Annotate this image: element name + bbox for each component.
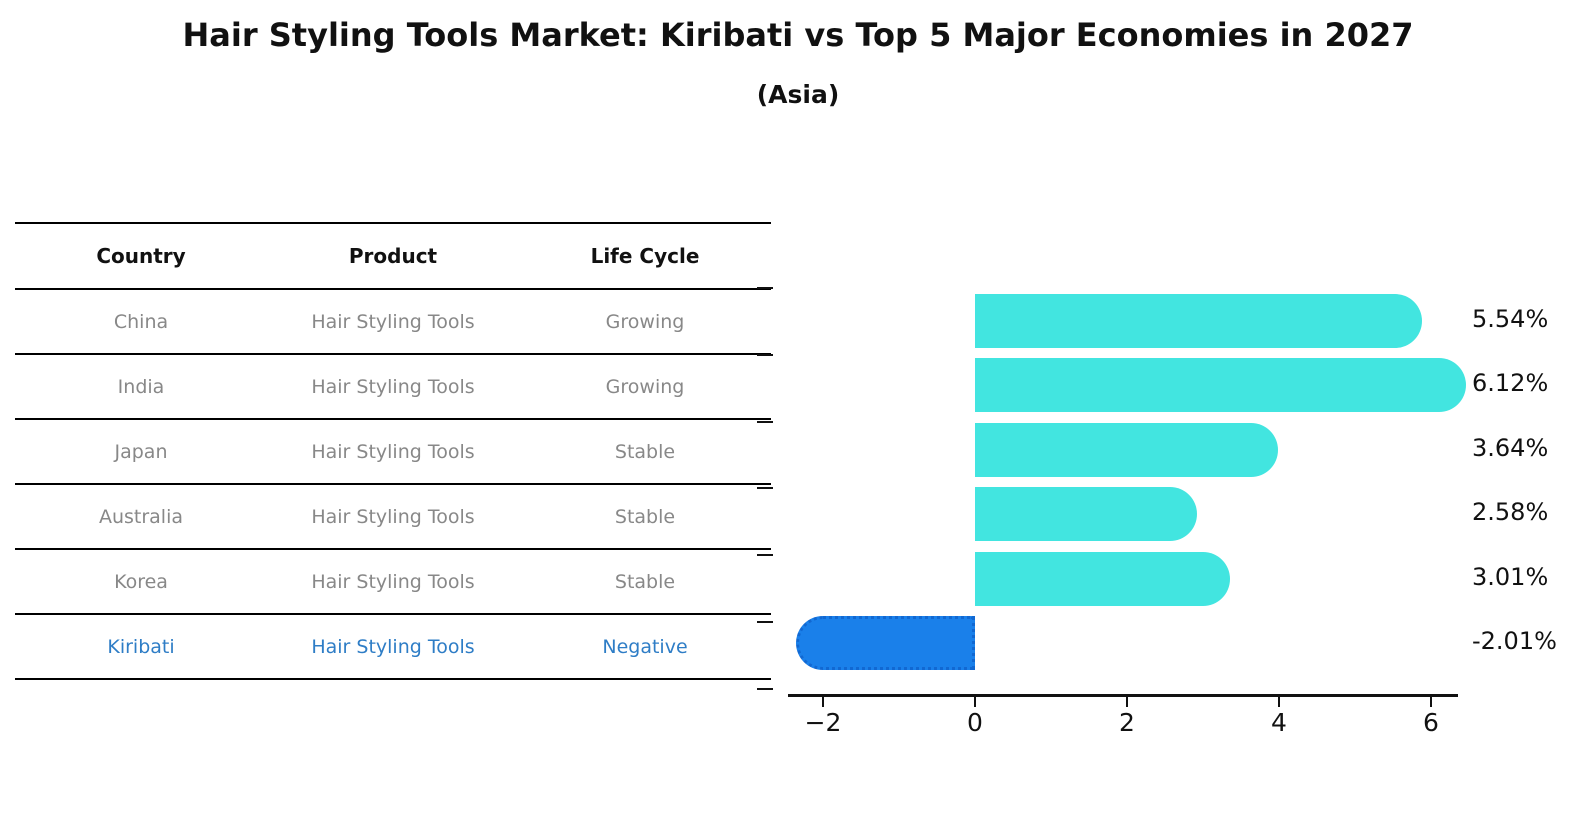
- bar-japan: [975, 422, 1278, 477]
- x-tick-label: 2: [1119, 708, 1135, 737]
- table-cell-life_cycle: Stable: [614, 570, 676, 593]
- table-cell-life_cycle: Growing: [605, 375, 685, 398]
- value-label: 6.12%: [1472, 369, 1549, 398]
- table-cell-life_cycle: Stable: [614, 505, 676, 528]
- table-cell-country: China: [113, 310, 169, 333]
- chart-title: Hair Styling Tools Market: Kiribati vs T…: [182, 16, 1414, 54]
- table-cell-product: Hair Styling Tools: [311, 440, 475, 463]
- table-cell-product: Hair Styling Tools: [311, 505, 475, 528]
- x-axis-line: [788, 694, 1458, 697]
- table-row: Kiribati Hair Styling Tools Negative: [15, 615, 771, 680]
- x-tick-mark: [822, 697, 824, 707]
- column-header: Life Cycle: [590, 244, 700, 268]
- bar-highlight-kiribati: [796, 616, 975, 670]
- value-label: 3.01%: [1472, 562, 1549, 591]
- bar-australia: [975, 487, 1198, 542]
- column-header: Country: [96, 244, 186, 268]
- table-row: Australia Hair Styling Tools Stable: [15, 485, 771, 550]
- table-cell-country: Kiribati: [107, 635, 175, 658]
- table-cell-country: India: [117, 375, 165, 398]
- table-cell-country: Australia: [98, 505, 184, 528]
- x-tick-mark: [1278, 697, 1280, 707]
- bar-india: [975, 358, 1467, 413]
- table-cell-life_cycle: Growing: [605, 310, 685, 333]
- table-cell-country: Japan: [114, 440, 168, 463]
- bar-korea: [975, 551, 1230, 606]
- value-label: -2.01%: [1472, 627, 1557, 655]
- table-cell-life_cycle: Negative: [602, 635, 688, 658]
- table-row: Japan Hair Styling Tools Stable: [15, 420, 771, 485]
- value-label: 2.58%: [1472, 498, 1549, 527]
- x-tick-label: 4: [1271, 708, 1287, 737]
- table-row: Korea Hair Styling Tools Stable: [15, 550, 771, 615]
- x-tick-label: 6: [1423, 708, 1439, 737]
- table-header-row: Country Product Life Cycle: [15, 224, 771, 290]
- bar-china: [975, 294, 1423, 348]
- y-tick-mark: [757, 687, 773, 690]
- x-tick-label: 0: [967, 708, 983, 737]
- x-tick-mark: [1430, 697, 1432, 707]
- x-tick-label: −2: [804, 708, 842, 737]
- value-label: 3.64%: [1472, 433, 1549, 462]
- table-cell-product: Hair Styling Tools: [311, 375, 475, 398]
- x-tick-mark: [1126, 697, 1128, 707]
- table-cell-product: Hair Styling Tools: [311, 310, 475, 333]
- table-cell-product: Hair Styling Tools: [311, 570, 475, 593]
- country-table: Country Product Life Cycle China Hair Stylin…: [15, 222, 771, 680]
- column-header: Product: [348, 244, 438, 268]
- x-tick-mark: [974, 697, 976, 707]
- table-cell-life_cycle: Stable: [614, 440, 676, 463]
- table-row: India Hair Styling Tools Growing: [15, 355, 771, 420]
- chart-subtitle: (Asia): [756, 80, 840, 109]
- table-row: China Hair Styling Tools Growing: [15, 290, 771, 355]
- table-cell-product: Hair Styling Tools: [311, 635, 475, 658]
- table-cell-country: Korea: [114, 570, 168, 593]
- value-label: 5.54%: [1472, 305, 1549, 333]
